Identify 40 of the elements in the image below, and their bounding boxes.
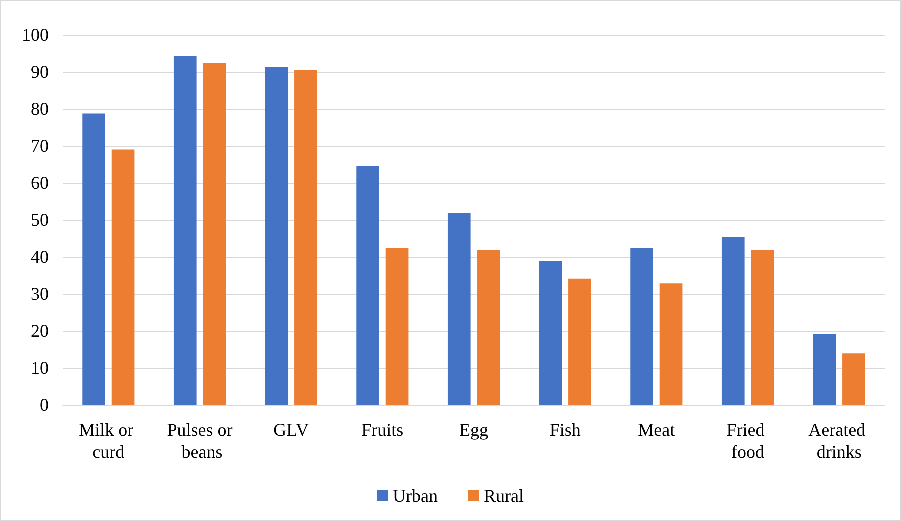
y-tick-label: 0 [40, 395, 49, 415]
bar [82, 114, 106, 405]
bar [722, 237, 745, 405]
x-tick-label: Fruits [362, 420, 404, 440]
bar [203, 63, 226, 405]
y-tick-label: 70 [31, 136, 49, 156]
bar [630, 248, 654, 405]
x-tick-label: Milk or curd [79, 420, 138, 462]
x-tick-label: Egg [460, 420, 488, 440]
legend-label: Urban [393, 486, 438, 506]
y-tick-label: 100 [22, 25, 49, 45]
legend-label: Rural [484, 486, 524, 506]
y-tick-label: 30 [31, 284, 49, 304]
bar [265, 68, 288, 405]
x-tick-label: Pulses or beans [167, 420, 233, 462]
y-tick-label: 10 [31, 358, 49, 378]
bar [386, 248, 409, 405]
y-tick-label: 90 [31, 62, 49, 82]
bar [477, 250, 500, 405]
x-tick-label: Aerated drinks [808, 420, 870, 462]
bar [112, 150, 135, 405]
y-tick-label: 80 [31, 99, 49, 119]
bar [174, 56, 197, 405]
bar [356, 166, 380, 405]
bar [751, 250, 774, 405]
y-tick-label: 50 [31, 210, 49, 230]
bar [448, 213, 471, 405]
bar [660, 284, 683, 405]
y-tick-label: 40 [31, 247, 49, 267]
y-tick-label: 20 [31, 321, 49, 341]
x-tick-label: Fish [550, 420, 581, 440]
x-tick-label: Meat [638, 420, 676, 440]
bar [842, 354, 866, 405]
bar [294, 70, 318, 405]
y-tick-label: 60 [31, 173, 49, 193]
x-tick-label: Fried food [726, 420, 770, 462]
bar [813, 334, 836, 405]
x-tick-label: GLV [274, 420, 310, 440]
bar [539, 261, 562, 405]
bar [568, 278, 592, 405]
